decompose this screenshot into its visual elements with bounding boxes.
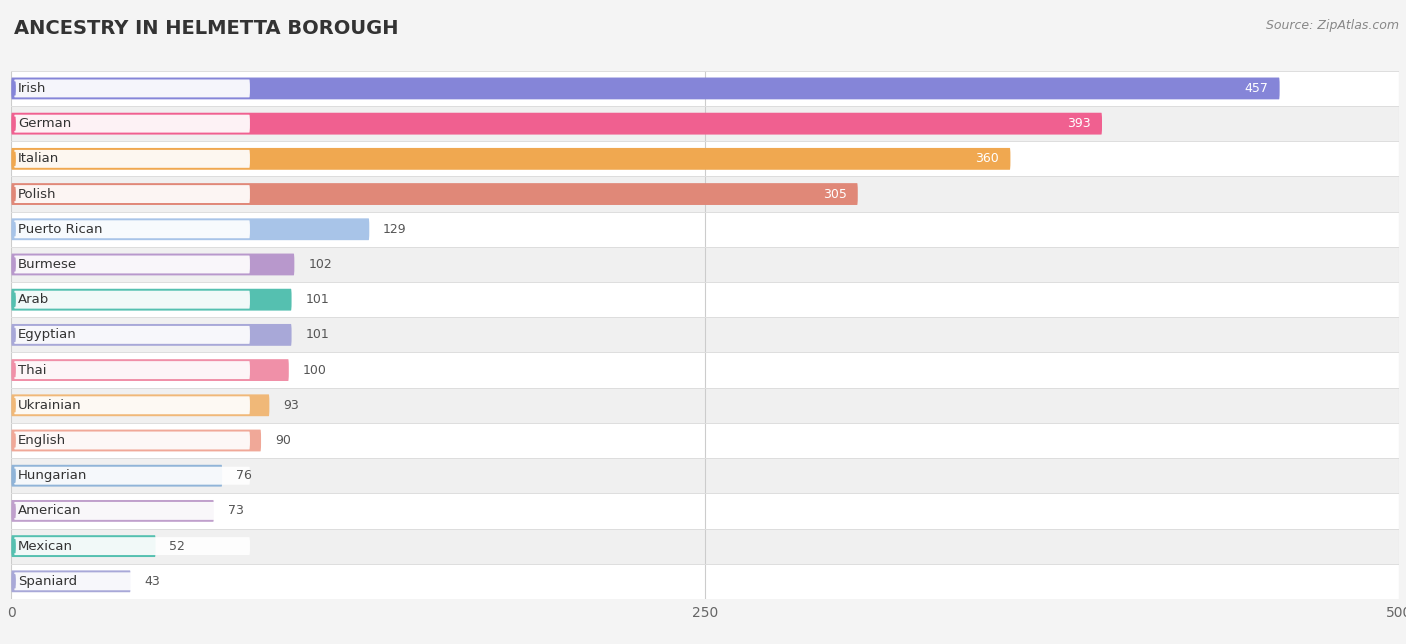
Text: 90: 90 [276,434,291,447]
Text: Polish: Polish [18,187,56,200]
Bar [11,247,1399,282]
Bar [11,212,1399,247]
Text: 101: 101 [305,328,329,341]
Bar [11,71,1399,106]
Text: Hungarian: Hungarian [18,469,87,482]
Text: Spaniard: Spaniard [18,575,77,588]
FancyBboxPatch shape [14,290,250,308]
FancyBboxPatch shape [11,394,270,416]
FancyBboxPatch shape [11,254,294,276]
Text: Italian: Italian [18,153,59,166]
Bar [11,176,1399,212]
Text: Ukrainian: Ukrainian [18,399,82,412]
Text: 101: 101 [305,293,329,306]
FancyBboxPatch shape [14,431,250,450]
Bar [11,564,1399,599]
Text: Egyptian: Egyptian [18,328,77,341]
Text: 102: 102 [308,258,332,271]
Text: Irish: Irish [18,82,46,95]
Text: Puerto Rican: Puerto Rican [18,223,103,236]
Bar [11,282,1399,317]
FancyBboxPatch shape [14,150,250,168]
Text: 93: 93 [283,399,299,412]
Text: 43: 43 [145,575,160,588]
FancyBboxPatch shape [11,113,1102,135]
FancyBboxPatch shape [14,467,250,485]
Bar [11,458,1399,493]
FancyBboxPatch shape [14,79,250,97]
FancyBboxPatch shape [14,537,250,555]
Text: 457: 457 [1244,82,1268,95]
FancyBboxPatch shape [11,324,291,346]
Text: Mexican: Mexican [18,540,73,553]
Text: American: American [18,504,82,517]
Text: German: German [18,117,72,130]
Bar [11,388,1399,423]
Text: Arab: Arab [18,293,49,306]
Bar [11,352,1399,388]
FancyBboxPatch shape [14,220,250,238]
Text: 360: 360 [976,153,1000,166]
FancyBboxPatch shape [11,430,262,451]
Text: English: English [18,434,66,447]
Bar [11,106,1399,141]
Bar [11,493,1399,529]
FancyBboxPatch shape [11,289,291,310]
Text: 393: 393 [1067,117,1091,130]
FancyBboxPatch shape [11,571,131,592]
FancyBboxPatch shape [11,465,222,487]
FancyBboxPatch shape [11,148,1011,170]
Text: 73: 73 [228,504,243,517]
FancyBboxPatch shape [14,502,250,520]
FancyBboxPatch shape [14,361,250,379]
Text: 305: 305 [823,187,846,200]
Text: ANCESTRY IN HELMETTA BOROUGH: ANCESTRY IN HELMETTA BOROUGH [14,19,398,39]
Text: 129: 129 [384,223,406,236]
FancyBboxPatch shape [14,326,250,344]
Bar [11,529,1399,564]
FancyBboxPatch shape [11,183,858,205]
FancyBboxPatch shape [14,573,250,591]
FancyBboxPatch shape [14,396,250,414]
Text: 76: 76 [236,469,252,482]
Bar [11,141,1399,176]
Bar [11,317,1399,352]
FancyBboxPatch shape [14,115,250,133]
FancyBboxPatch shape [11,359,288,381]
Bar [11,423,1399,458]
FancyBboxPatch shape [11,500,214,522]
FancyBboxPatch shape [14,256,250,274]
Text: Thai: Thai [18,364,46,377]
FancyBboxPatch shape [11,77,1279,99]
Text: 100: 100 [302,364,326,377]
FancyBboxPatch shape [11,535,156,557]
FancyBboxPatch shape [14,185,250,203]
Text: 52: 52 [170,540,186,553]
FancyBboxPatch shape [11,218,370,240]
Text: Burmese: Burmese [18,258,77,271]
Text: Source: ZipAtlas.com: Source: ZipAtlas.com [1265,19,1399,32]
